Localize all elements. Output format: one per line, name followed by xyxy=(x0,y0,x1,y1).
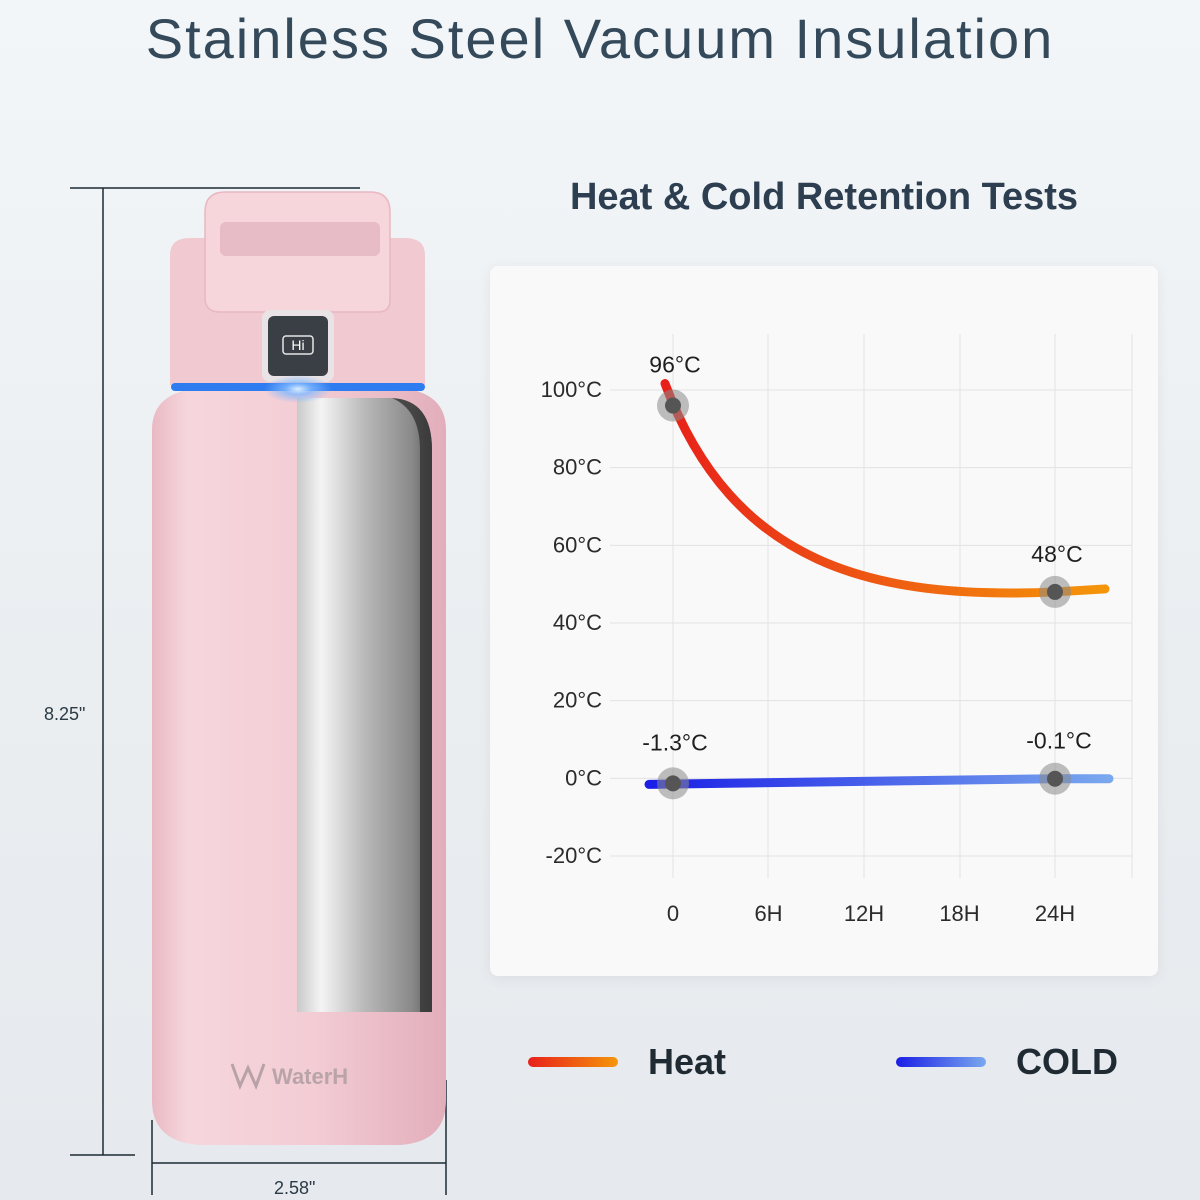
y-tick-label: 80°C xyxy=(553,455,602,480)
x-tick-label: 24H xyxy=(1035,901,1075,926)
legend-cold-label: COLD xyxy=(1016,1041,1118,1082)
steel-inner-wall xyxy=(297,398,432,1012)
legend-heat: Heat xyxy=(528,1040,726,1084)
x-tick-label: 18H xyxy=(939,901,979,926)
brand-name: WaterH xyxy=(272,1064,348,1089)
legend-heat-swatch xyxy=(528,1057,618,1067)
chart-title: Heat & Cold Retention Tests xyxy=(569,176,1079,218)
bottle-illustration: Hi WaterH xyxy=(70,187,447,1195)
x-tick-label: 12H xyxy=(844,901,884,926)
brand-logo-icon xyxy=(230,1063,266,1091)
x-tick-label: 6H xyxy=(754,901,782,926)
x-tick-label: 0 xyxy=(667,901,679,926)
chart-card xyxy=(490,266,1158,976)
data-point xyxy=(665,775,681,792)
data-point xyxy=(1047,770,1063,787)
y-tick-label: -20°C xyxy=(546,843,603,868)
data-point xyxy=(665,397,681,414)
y-tick-label: 60°C xyxy=(553,532,602,557)
page-title: Stainless Steel Vacuum Insulation xyxy=(145,7,1055,70)
data-label: 96°C xyxy=(649,352,700,378)
y-tick-label: 100°C xyxy=(541,377,603,402)
data-label: -0.1°C xyxy=(1026,728,1091,754)
data-point xyxy=(1047,583,1063,600)
series-line-heat xyxy=(660,379,1110,598)
legend-heat-label: Heat xyxy=(648,1041,727,1082)
legend-cold: COLD xyxy=(896,1040,1118,1084)
lid-display xyxy=(268,316,328,376)
height-label: 8.25" xyxy=(44,704,86,724)
data-label: 48°C xyxy=(1031,541,1082,567)
y-tick-label: 20°C xyxy=(553,688,602,713)
height-dimension-line xyxy=(70,187,360,1156)
y-tick-label: 0°C xyxy=(565,765,602,790)
data-label: -1.3°C xyxy=(642,729,707,755)
width-label: 2.58" xyxy=(274,1178,316,1198)
legend-cold-swatch xyxy=(896,1057,986,1067)
display-text: Hi xyxy=(291,337,304,353)
y-tick-label: 40°C xyxy=(553,610,602,635)
retention-chart: 100°C 80°C 60°C 40°C 20°C 0°C -20°C 0 6H 12H 18H 24… xyxy=(541,334,1133,926)
